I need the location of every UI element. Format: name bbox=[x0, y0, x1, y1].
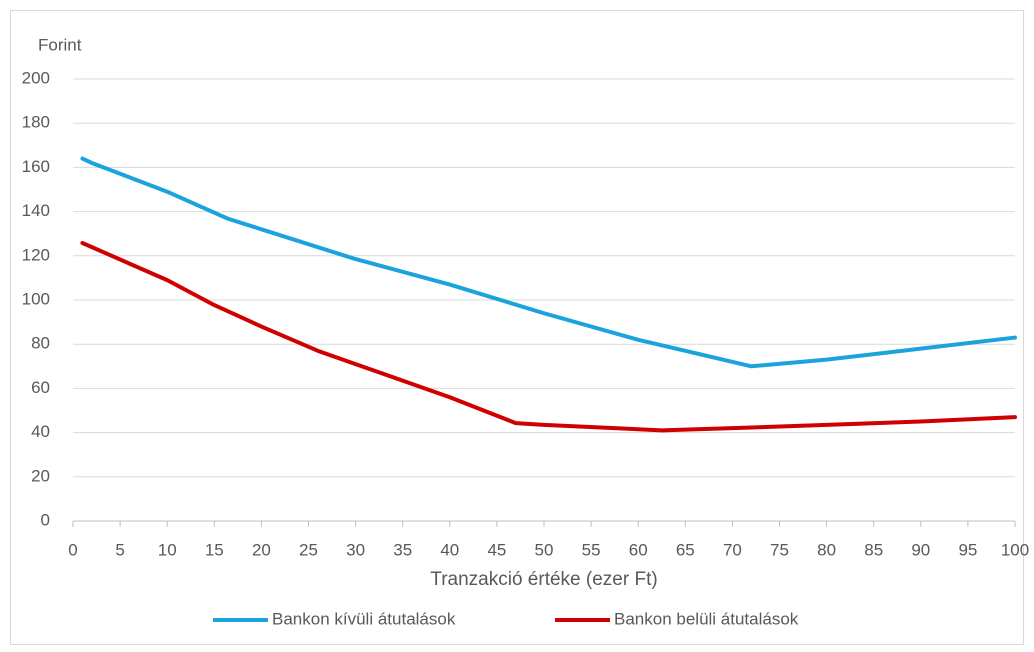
x-tick-label: 20 bbox=[252, 540, 271, 559]
x-tick-label: 35 bbox=[393, 540, 412, 559]
y-tick-label: 160 bbox=[22, 157, 50, 176]
x-tick-label: 70 bbox=[723, 540, 742, 559]
y-tick-label: 140 bbox=[22, 201, 50, 220]
x-tick-label: 80 bbox=[817, 540, 836, 559]
y-tick-label: 120 bbox=[22, 245, 50, 264]
x-tick-label: 100 bbox=[1001, 540, 1029, 559]
series-line bbox=[80, 240, 1017, 433]
legend-label: Bankon belüli átutalások bbox=[614, 609, 799, 628]
y-tick-label: 200 bbox=[22, 68, 50, 87]
x-tick-label: 75 bbox=[770, 540, 789, 559]
y-axis-title: Forint bbox=[38, 35, 82, 54]
legend-label: Bankon kívüli átutalások bbox=[272, 609, 456, 628]
y-tick-label: 20 bbox=[31, 466, 50, 485]
x-tick-label: 65 bbox=[676, 540, 695, 559]
x-tick-label: 50 bbox=[535, 540, 554, 559]
x-tick-label: 95 bbox=[958, 540, 977, 559]
y-tick-label: 60 bbox=[31, 378, 50, 397]
y-tick-label: 80 bbox=[31, 334, 50, 353]
chart-border bbox=[10, 10, 1024, 645]
series-line bbox=[80, 156, 1017, 369]
y-tick-label: 40 bbox=[31, 422, 50, 441]
y-tick-label: 180 bbox=[22, 113, 50, 132]
x-tick-label: 5 bbox=[115, 540, 124, 559]
x-tick-label: 25 bbox=[299, 540, 318, 559]
x-tick-label: 30 bbox=[346, 540, 365, 559]
x-tick-label: 15 bbox=[205, 540, 224, 559]
x-tick-label: 0 bbox=[68, 540, 77, 559]
y-tick-label: 0 bbox=[41, 510, 50, 529]
x-tick-label: 45 bbox=[487, 540, 506, 559]
x-tick-label: 55 bbox=[582, 540, 601, 559]
x-tick-label: 85 bbox=[864, 540, 883, 559]
x-tick-label: 90 bbox=[911, 540, 930, 559]
y-tick-label: 100 bbox=[22, 289, 50, 308]
x-tick-label: 10 bbox=[158, 540, 177, 559]
x-tick-label: 60 bbox=[629, 540, 648, 559]
x-axis-title: Tranzakció értéke (ezer Ft) bbox=[430, 569, 657, 590]
x-tick-label: 40 bbox=[440, 540, 459, 559]
